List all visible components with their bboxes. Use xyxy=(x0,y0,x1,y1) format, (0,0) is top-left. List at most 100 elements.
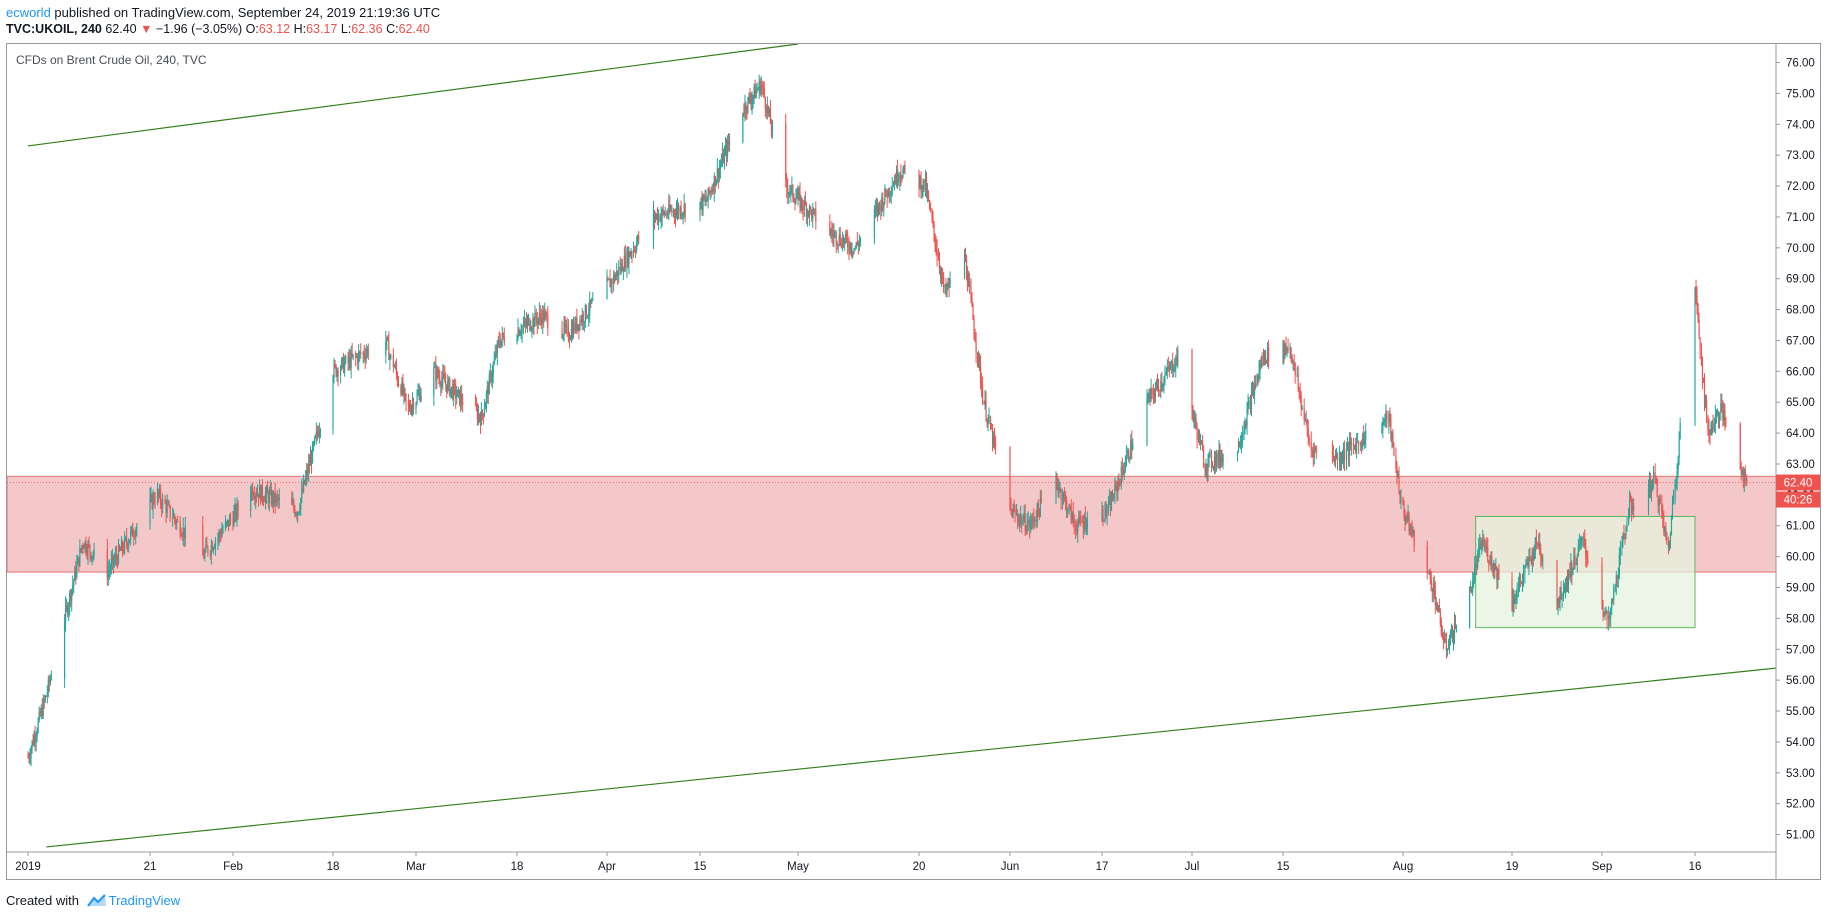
candle xyxy=(1313,442,1315,465)
candle xyxy=(1396,461,1398,485)
candle-body xyxy=(923,179,925,190)
candle-body xyxy=(1570,563,1572,578)
candle xyxy=(830,227,832,239)
candle-body xyxy=(536,319,538,324)
candle xyxy=(1202,444,1205,469)
tradingview-brand-link[interactable]: TradingView xyxy=(108,893,181,908)
candle xyxy=(416,389,418,406)
candle xyxy=(1296,367,1298,378)
candle xyxy=(1215,449,1218,472)
candle-body xyxy=(1238,441,1241,447)
candle xyxy=(227,519,230,532)
candle xyxy=(972,302,974,321)
candle-body xyxy=(680,207,682,216)
candle-body xyxy=(1107,503,1110,512)
candle-body xyxy=(485,393,488,404)
candle-body xyxy=(483,409,486,416)
candle-body xyxy=(1666,534,1668,544)
candle xyxy=(1070,499,1072,525)
candle xyxy=(980,372,983,398)
candle-body xyxy=(1400,497,1402,502)
candle xyxy=(481,409,483,421)
candle xyxy=(1512,588,1514,617)
candle xyxy=(517,318,519,342)
candle xyxy=(299,503,301,516)
candle xyxy=(1358,440,1360,455)
candle-body xyxy=(1558,600,1560,603)
time-tick-label: Sep xyxy=(1592,861,1612,873)
candle-body xyxy=(77,557,79,565)
candle xyxy=(1435,597,1437,611)
candle xyxy=(1614,583,1616,593)
candle xyxy=(1315,445,1317,459)
candle xyxy=(495,344,497,359)
candle xyxy=(659,213,661,223)
candle xyxy=(544,302,546,322)
candle-body xyxy=(582,314,584,323)
candle-body xyxy=(1080,517,1082,523)
candle xyxy=(459,389,461,407)
candle xyxy=(1584,529,1586,549)
candle-body xyxy=(30,748,32,758)
candle xyxy=(1257,374,1259,386)
candle-body xyxy=(461,394,463,403)
candle xyxy=(1539,532,1541,556)
candle-body xyxy=(1256,374,1258,387)
candle-body xyxy=(250,494,252,512)
candle-body xyxy=(1362,433,1364,448)
candle-body xyxy=(763,87,765,98)
candle xyxy=(149,487,151,530)
candle-body xyxy=(1383,420,1385,423)
candle xyxy=(1059,482,1061,493)
candle xyxy=(1204,463,1206,477)
candle xyxy=(578,323,580,340)
candle-body xyxy=(1056,475,1058,484)
candle-body xyxy=(1437,604,1439,612)
candle-body xyxy=(74,568,76,581)
candle-body xyxy=(671,210,673,213)
candle-body xyxy=(1612,599,1614,601)
price-tick-label: 58.00 xyxy=(1786,613,1815,625)
candle xyxy=(525,312,528,329)
candle-body xyxy=(1149,393,1151,399)
candle xyxy=(1254,375,1257,390)
candle xyxy=(1156,373,1159,392)
candle-body xyxy=(844,238,846,244)
candle-body xyxy=(1484,544,1486,550)
candle-body xyxy=(1298,387,1300,392)
candle-body xyxy=(1626,523,1628,528)
candle-body xyxy=(67,605,69,614)
candle xyxy=(1454,615,1457,630)
candle xyxy=(408,399,411,412)
candle xyxy=(453,379,455,407)
candle xyxy=(1569,562,1571,580)
candle xyxy=(788,191,790,205)
candle xyxy=(1671,495,1674,520)
candle xyxy=(677,202,680,220)
candle-body xyxy=(488,375,490,395)
candle-body xyxy=(181,535,183,537)
time-tick-label: Apr xyxy=(598,861,616,873)
candle-body xyxy=(1241,433,1244,442)
candle xyxy=(967,270,970,288)
price-tick-label: 67.00 xyxy=(1786,335,1815,347)
candle xyxy=(334,359,336,369)
candle-body xyxy=(261,485,264,499)
candle xyxy=(1025,525,1027,536)
candle xyxy=(1585,539,1587,568)
candle-body xyxy=(743,112,745,114)
candle-body xyxy=(1632,505,1634,512)
candle-body xyxy=(1340,461,1343,464)
candle xyxy=(1531,547,1533,573)
candle-body xyxy=(668,204,670,215)
author-link[interactable]: ecworld xyxy=(6,5,51,20)
candle-body xyxy=(275,495,277,504)
candle xyxy=(1108,488,1111,506)
candle-body xyxy=(1564,587,1567,591)
candle xyxy=(1104,501,1106,523)
candle-body xyxy=(1363,433,1365,445)
candle xyxy=(117,538,120,566)
candle-body xyxy=(91,556,93,559)
candle xyxy=(920,171,922,199)
